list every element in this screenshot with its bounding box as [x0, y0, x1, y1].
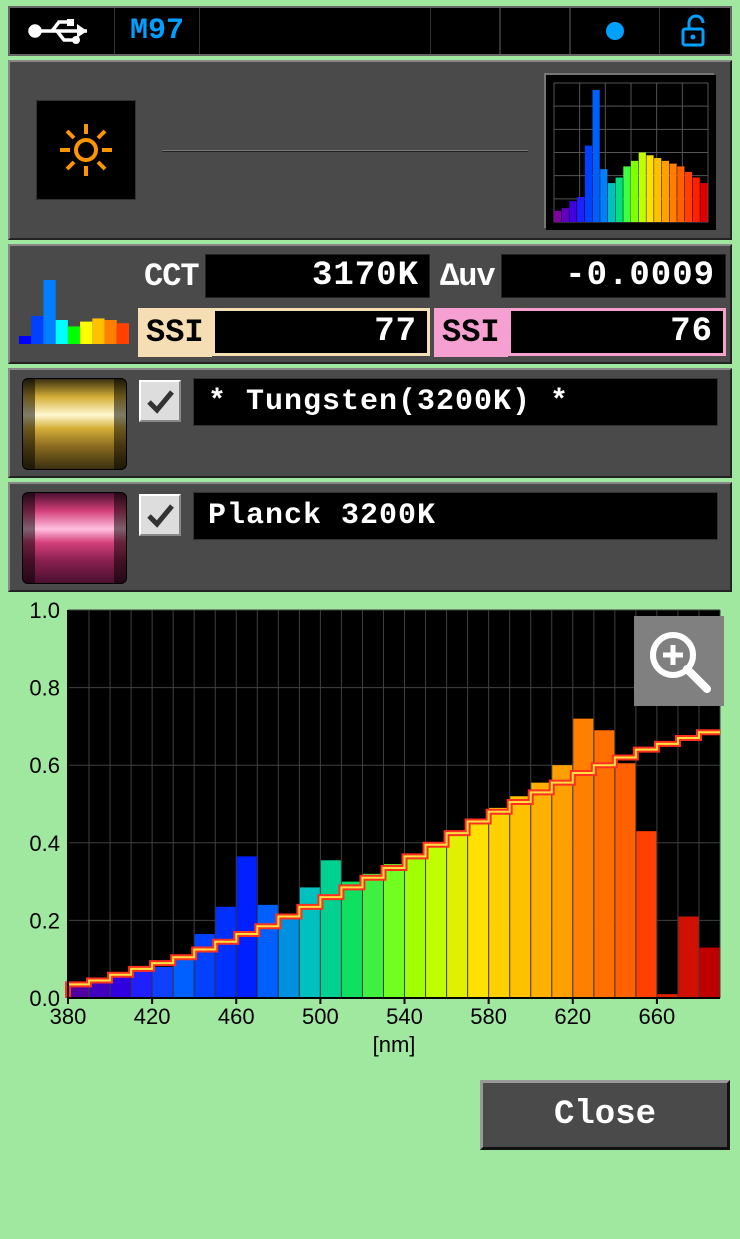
status-bar: M97 [8, 6, 732, 56]
metrics-panel: CCT 3170K Δuv -0.0009 SSI 77 SSI 76 [8, 244, 732, 364]
ssi1-label: SSI [138, 308, 212, 357]
status-slot-1 [430, 8, 500, 54]
unlock-icon[interactable] [660, 8, 730, 54]
svg-text:580: 580 [470, 1004, 507, 1029]
reference-1-checkbox[interactable] [139, 380, 181, 422]
spectrum-chart-area: 0.00.20.40.60.81.03804204605005405806206… [8, 598, 732, 1068]
mode-mid-area [162, 68, 528, 232]
ssi1-value: 77 [212, 308, 430, 356]
zoom-button[interactable] [634, 616, 724, 706]
svg-text:0.8: 0.8 [29, 676, 60, 701]
svg-text:0.2: 0.2 [29, 908, 60, 933]
svg-text:500: 500 [302, 1004, 339, 1029]
reference-1-roller[interactable] [22, 378, 127, 470]
duv-label: Δuv [434, 258, 501, 295]
ssi2-label: SSI [434, 308, 508, 357]
ssi2-metric: SSI 76 [434, 306, 726, 358]
svg-text:0.6: 0.6 [29, 753, 60, 778]
close-button[interactable]: Close [480, 1080, 730, 1150]
usb-icon [10, 8, 115, 54]
cct-value: 3170K [205, 254, 430, 298]
sun-icon [56, 120, 116, 180]
reference-1-label: * Tungsten(3200K) * [193, 378, 718, 426]
spectrum-icon [14, 250, 134, 358]
button-row: Close [0, 1074, 740, 1156]
svg-text:[nm]: [nm] [373, 1032, 416, 1057]
ssi2-value: 76 [508, 308, 726, 356]
reference-1-panel: * Tungsten(3200K) * [8, 368, 732, 478]
indicator-dot-icon [570, 8, 660, 54]
svg-text:1.0: 1.0 [29, 598, 60, 623]
status-slot-2 [500, 8, 570, 54]
spectrum-chart: 0.00.20.40.60.81.03804204605005405806206… [8, 598, 732, 1068]
light-mode-box[interactable] [16, 68, 156, 232]
check-icon [144, 385, 176, 417]
mode-panel [8, 60, 732, 240]
check-icon [144, 499, 176, 531]
svg-text:0.4: 0.4 [29, 831, 60, 856]
duv-value: -0.0009 [501, 254, 726, 298]
svg-text:660: 660 [639, 1004, 676, 1029]
svg-text:540: 540 [386, 1004, 423, 1029]
svg-text:420: 420 [134, 1004, 171, 1029]
ssi1-metric: SSI 77 [138, 306, 430, 358]
reference-2-checkbox[interactable] [139, 494, 181, 536]
magnify-plus-icon [647, 629, 712, 694]
thumbnail-chart-box[interactable] [534, 68, 724, 232]
svg-text:380: 380 [50, 1004, 87, 1029]
reference-2-roller[interactable] [22, 492, 127, 584]
duv-metric: Δuv -0.0009 [434, 250, 726, 302]
memory-label: M97 [115, 8, 200, 54]
reference-2-label: Planck 3200K [193, 492, 718, 540]
reference-2-panel: Planck 3200K [8, 482, 732, 592]
svg-text:620: 620 [554, 1004, 591, 1029]
cct-label: CCT [138, 258, 205, 295]
cct-metric: CCT 3170K [138, 250, 430, 302]
close-label: Close [554, 1096, 656, 1134]
svg-text:460: 460 [218, 1004, 255, 1029]
thumbnail-chart [546, 75, 716, 230]
